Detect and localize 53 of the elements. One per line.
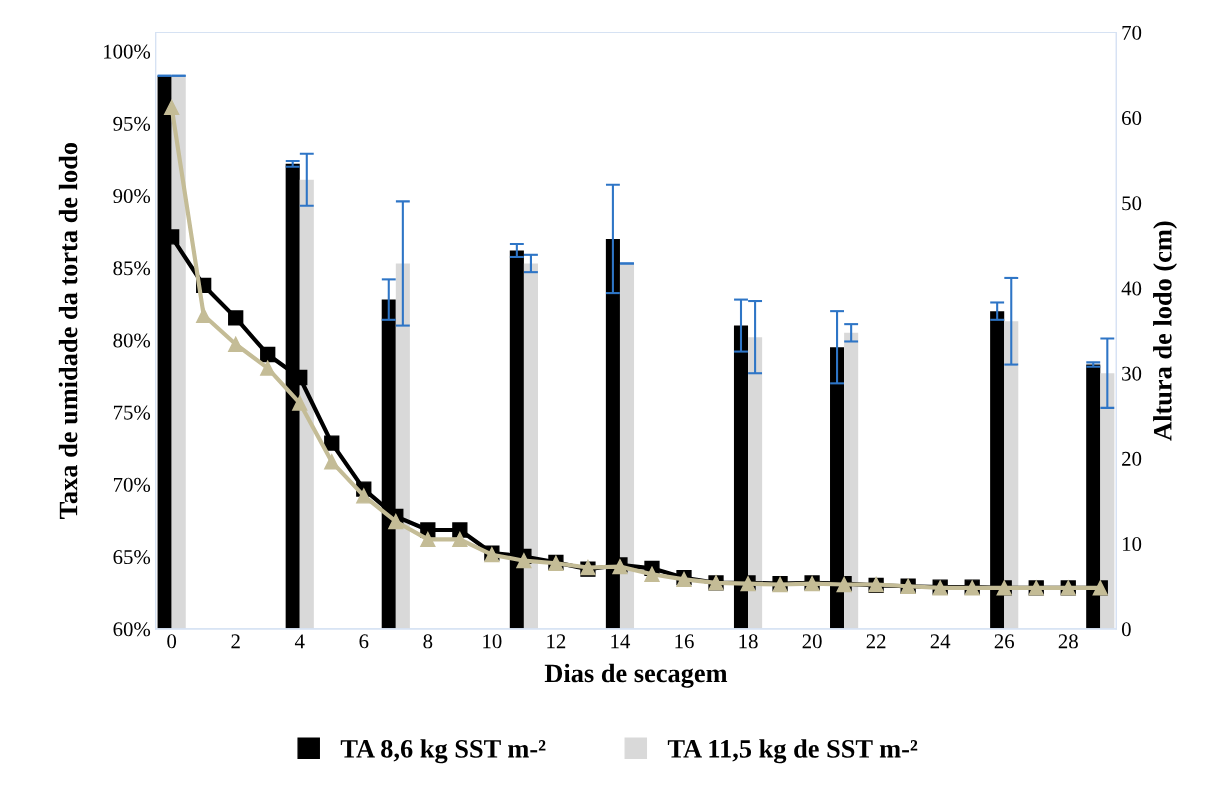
x-tick-label: 16 <box>675 634 694 649</box>
x-axis-title: Dias de secagem <box>544 663 728 688</box>
y-axis-title: Taxa de umidade da torta de lodo <box>58 142 78 519</box>
x-tick-label: 18 <box>739 634 758 649</box>
y-tick-label: 70% <box>113 477 151 492</box>
y-tick-label: 80% <box>113 333 151 348</box>
y2-tick-label: 10 <box>1122 537 1142 552</box>
y2-tick-label: 0 <box>1121 622 1131 637</box>
y-tick-label: 95% <box>113 116 151 131</box>
y2-tick-label: 50 <box>1122 196 1142 211</box>
point <box>324 435 340 451</box>
point <box>452 531 468 548</box>
point <box>292 395 308 411</box>
point <box>260 360 276 376</box>
x-tick-label: 26 <box>994 634 1015 649</box>
y2-tick-label: 70 <box>1122 25 1142 40</box>
x-tick-label: 4 <box>294 634 305 649</box>
x-tick-label: 8 <box>423 634 433 649</box>
y-tick-label: 90% <box>113 188 151 204</box>
y-tick-label: 60% <box>113 622 151 637</box>
x-tick-label: 22 <box>866 634 886 649</box>
point <box>388 513 404 530</box>
point <box>196 307 212 323</box>
point <box>228 336 244 352</box>
point <box>516 553 532 569</box>
point <box>164 99 180 116</box>
point <box>324 454 340 470</box>
point <box>452 522 468 538</box>
x-tick-label: 20 <box>802 634 822 649</box>
y-tick-label: 100% <box>104 44 151 59</box>
y2-tick-label: 60 <box>1122 111 1142 126</box>
x-tick-label: 2 <box>231 634 240 649</box>
legend-label: TA 8,6 kg SST m-² <box>340 739 546 764</box>
x-tick-label: 0 <box>167 634 177 649</box>
y2-tick-label: 30 <box>1122 366 1142 381</box>
y-tick-label: 75% <box>113 405 151 420</box>
x-tick-label: 28 <box>1058 634 1078 649</box>
y-tick-label: 65% <box>113 550 151 565</box>
x-tick-label: 14 <box>611 634 631 649</box>
y2-tick-label: 40 <box>1121 281 1142 296</box>
x-tick-label: 24 <box>930 634 951 649</box>
y2-tick-label: 20 <box>1122 451 1142 466</box>
point <box>356 488 372 504</box>
point <box>420 531 436 548</box>
x-tick-label: 6 <box>359 634 369 649</box>
legend-label: TA 11,5 kg de SST m-² <box>667 739 918 764</box>
point <box>644 566 660 582</box>
point <box>260 346 276 363</box>
x-tick-label: 10 <box>483 634 502 649</box>
y2-axis-title: Altura de lodo (cm) <box>1153 221 1178 441</box>
point <box>228 310 244 326</box>
y-tick-label: 85% <box>113 261 151 276</box>
x-tick-label: 12 <box>547 634 566 649</box>
